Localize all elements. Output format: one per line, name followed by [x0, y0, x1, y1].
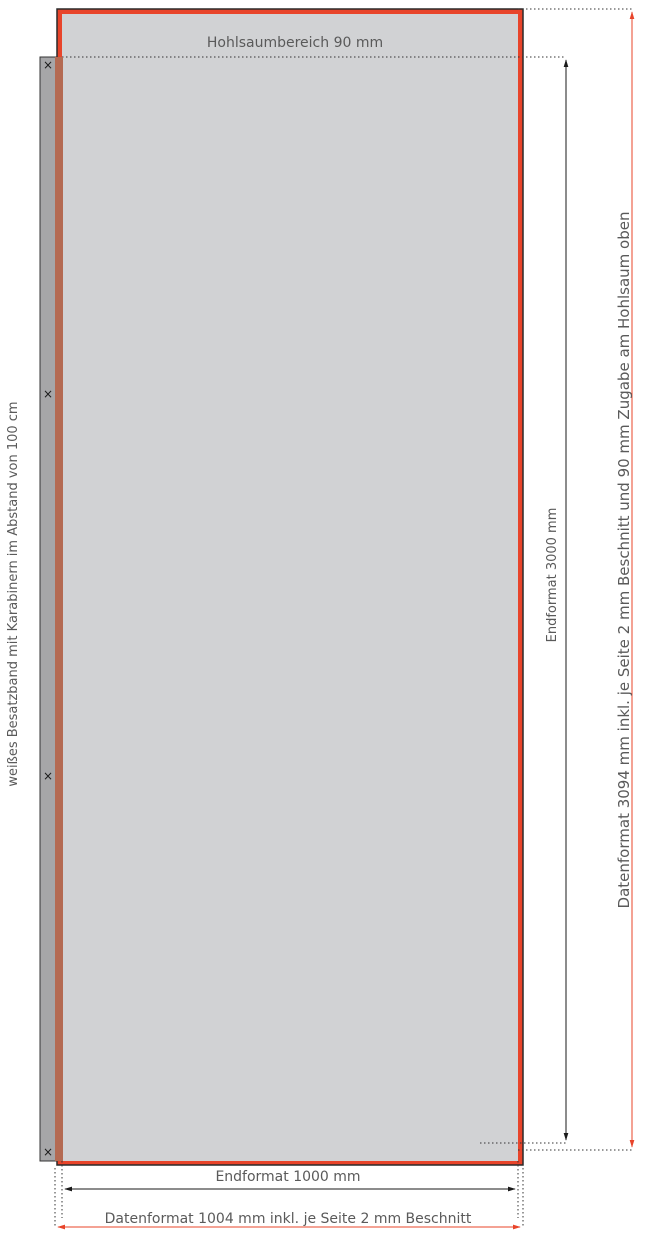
carabiner-marks: × × × × — [43, 58, 53, 1159]
guide-lines — [54, 8, 632, 1228]
final-width-label: Endformat 1000 mm — [215, 1169, 360, 1185]
data-height-label: Datenformat 3094 mm inkl. je Seite 2 mm … — [615, 212, 633, 909]
data-width-label: Datenformat 1004 mm inkl. je Seite 2 mm … — [105, 1211, 472, 1227]
strap — [39, 56, 58, 1162]
carabiner-mark: × — [43, 1145, 53, 1159]
final-height-label: Endformat 3000 mm — [545, 508, 560, 643]
carabiner-mark: × — [43, 387, 53, 401]
carabiner-mark: × — [43, 769, 53, 783]
strap-overlap — [55, 57, 63, 1161]
strap-label: weißes Besatzband mit Karabinern im Abst… — [6, 401, 21, 786]
flag-panel — [62, 14, 518, 1161]
carabiner-mark: × — [43, 58, 53, 72]
hem-area-label: Hohlsaumbereich 90 mm — [207, 35, 383, 51]
